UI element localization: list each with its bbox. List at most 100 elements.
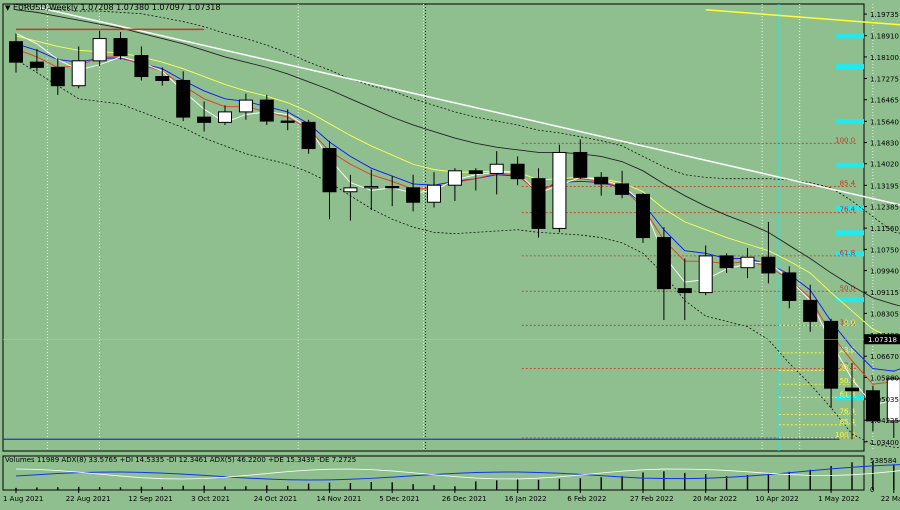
current-price-tag bbox=[864, 334, 900, 345]
candle-body bbox=[615, 183, 630, 195]
candle-body bbox=[468, 170, 483, 174]
y-tick-label: 1.11560 bbox=[870, 225, 899, 233]
candle-body bbox=[531, 178, 546, 229]
ohlc-low: 1.07097 bbox=[151, 3, 185, 12]
candle-body bbox=[29, 61, 44, 68]
candle-body bbox=[218, 111, 232, 123]
level-marker bbox=[836, 64, 864, 70]
candle-body bbox=[865, 390, 880, 422]
x-tick-label: 16 Jan 2022 bbox=[505, 495, 547, 503]
candle-body bbox=[385, 186, 400, 189]
candle-body bbox=[9, 41, 23, 63]
x-tick-label: 22 May 2022 bbox=[881, 495, 900, 503]
x-tick-label: 22 Aug 2021 bbox=[66, 495, 111, 503]
candle-body bbox=[322, 148, 337, 193]
fib-level-label: 0.0 bbox=[844, 318, 855, 326]
volume-tick-label: 538584 bbox=[870, 457, 897, 465]
candle-body bbox=[447, 170, 462, 186]
candle-body bbox=[280, 120, 295, 123]
ohlc-high: 1.07380 bbox=[116, 3, 150, 12]
fib-level-label: 0.0 bbox=[844, 431, 855, 439]
y-tick-label: 1.16465 bbox=[870, 97, 899, 105]
x-tick-label: 1 May 2022 bbox=[818, 495, 859, 503]
candle-body bbox=[845, 387, 859, 392]
y-tick-label: 1.03400 bbox=[870, 439, 899, 447]
candle-body bbox=[510, 163, 525, 180]
level-marker bbox=[836, 251, 864, 257]
trendline bbox=[705, 9, 900, 26]
candle-body bbox=[134, 55, 149, 78]
level-marker bbox=[836, 230, 864, 236]
volume-tick-label: 0 bbox=[870, 486, 874, 494]
x-tick-label: 12 Sep 2021 bbox=[128, 495, 172, 503]
candle-body bbox=[761, 256, 776, 274]
trendline bbox=[36, 6, 900, 206]
y-tick-label: 1.18910 bbox=[870, 33, 899, 41]
y-tick-label: 1.08305 bbox=[870, 310, 899, 318]
candle-body bbox=[50, 66, 65, 87]
candle-body bbox=[803, 299, 818, 322]
y-tick-label: 1.09940 bbox=[870, 268, 899, 276]
candle-body bbox=[155, 76, 170, 81]
y-tick-label: 1.07480 bbox=[870, 332, 899, 340]
candle-body bbox=[489, 163, 504, 174]
candle-body bbox=[698, 255, 713, 294]
band-line-lower bbox=[15, 59, 900, 449]
band-line-upper bbox=[15, 4, 900, 234]
fib-level-label: 61.8 bbox=[840, 390, 856, 398]
indicator-header: Volumes 11989 ADX(8) 33.5765 +DI 14.5335… bbox=[5, 456, 357, 464]
x-tick-label: 6 Feb 2022 bbox=[567, 495, 606, 503]
x-tick-label: 24 Oct 2021 bbox=[254, 495, 297, 503]
y-tick-label: 1.05860 bbox=[870, 374, 899, 382]
moving-average-line bbox=[15, 48, 900, 385]
candle-body bbox=[782, 272, 797, 301]
candle-body bbox=[71, 60, 86, 87]
x-tick-label: 26 Dec 2021 bbox=[442, 495, 487, 503]
y-tick-label: 1.12385 bbox=[870, 204, 899, 212]
y-tick-label: 1.13195 bbox=[870, 182, 899, 190]
candle-body bbox=[677, 288, 692, 294]
di-line bbox=[15, 468, 900, 480]
current-price-label: 1.07318 bbox=[868, 336, 897, 344]
y-tick-label: 1.19735 bbox=[870, 11, 899, 19]
candle-body bbox=[259, 99, 274, 122]
fib-level-label: 100.0 bbox=[835, 136, 855, 144]
candle-body bbox=[92, 38, 107, 62]
y-tick-label: 1.09115 bbox=[870, 289, 899, 297]
y-tick-label: 1.14020 bbox=[870, 161, 899, 169]
y-tick-label: 1.17275 bbox=[870, 76, 899, 84]
fib-level-label: 100.0 bbox=[835, 431, 855, 439]
candle-body bbox=[740, 256, 755, 269]
chevron-down-icon: ▼ bbox=[5, 4, 11, 12]
level-marker bbox=[836, 395, 864, 401]
x-tick-label: 14 Nov 2021 bbox=[317, 495, 362, 503]
candle-body bbox=[886, 378, 900, 422]
fib-level-label: 85.4 bbox=[840, 418, 856, 426]
candle-body bbox=[573, 151, 588, 178]
fib-level-label: 50.0 bbox=[840, 284, 856, 292]
x-tick-label: 3 Oct 2021 bbox=[191, 495, 230, 503]
x-tick-label: 1 Aug 2021 bbox=[3, 495, 43, 503]
level-marker bbox=[836, 33, 864, 39]
level-marker bbox=[836, 297, 864, 303]
moving-average-line bbox=[15, 43, 900, 372]
ohlc-close: 1.07318 bbox=[187, 3, 221, 12]
x-tick-label: 27 Feb 2022 bbox=[630, 495, 674, 503]
y-tick-label: 1.18100 bbox=[870, 54, 899, 62]
symbol-label: EURUSD bbox=[12, 3, 47, 12]
x-tick-label: 20 Mar 2022 bbox=[693, 495, 737, 503]
price-panel-frame bbox=[2, 3, 865, 452]
fib-level-label: 61.8 bbox=[840, 249, 856, 257]
y-tick-label: 1.04225 bbox=[870, 417, 899, 425]
candle-body bbox=[552, 151, 567, 229]
fib-level-label: 38.2 bbox=[840, 364, 856, 372]
candle-body bbox=[176, 79, 191, 118]
fib-level-label: 23.6 bbox=[840, 362, 856, 370]
y-tick-label: 1.14830 bbox=[870, 140, 899, 148]
candle-body bbox=[406, 187, 421, 203]
candle-body bbox=[364, 186, 379, 189]
y-tick-label: 1.05035 bbox=[870, 396, 899, 404]
